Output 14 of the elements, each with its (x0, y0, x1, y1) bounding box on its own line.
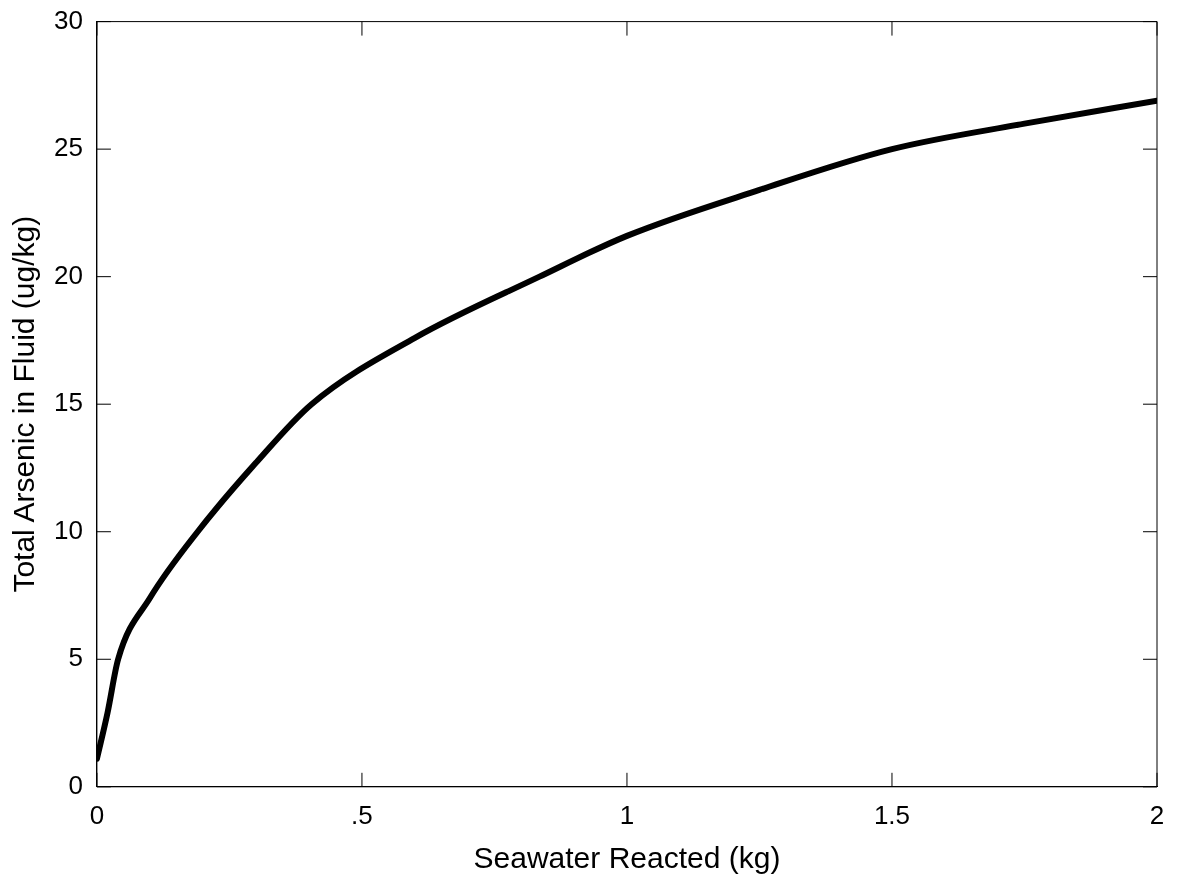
x-tick-label: 2 (1149, 799, 1165, 830)
y-tick-label: 20 (54, 259, 83, 290)
x-tick-label: 0 (89, 799, 105, 830)
y-tick-label: 10 (54, 514, 83, 545)
x-tick-label: 1.5 (873, 799, 911, 830)
y-tick-label: 25 (54, 132, 83, 163)
y-tick-label: 30 (54, 4, 83, 35)
y-axis-title: Total Arsenic in Fluid (ug/kg) (7, 215, 41, 593)
x-axis-title: Seawater Reacted (kg) (473, 841, 781, 875)
x-tick-label: 1 (619, 799, 635, 830)
y-tick-label: 15 (54, 387, 83, 418)
y-tick-label: 0 (68, 769, 83, 800)
y-tick-label: 5 (68, 642, 83, 673)
x-tick-label: .5 (351, 799, 373, 830)
